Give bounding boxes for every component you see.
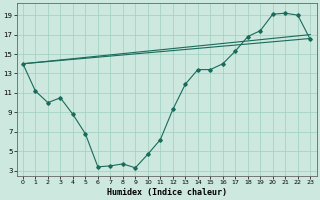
X-axis label: Humidex (Indice chaleur): Humidex (Indice chaleur) xyxy=(107,188,227,197)
